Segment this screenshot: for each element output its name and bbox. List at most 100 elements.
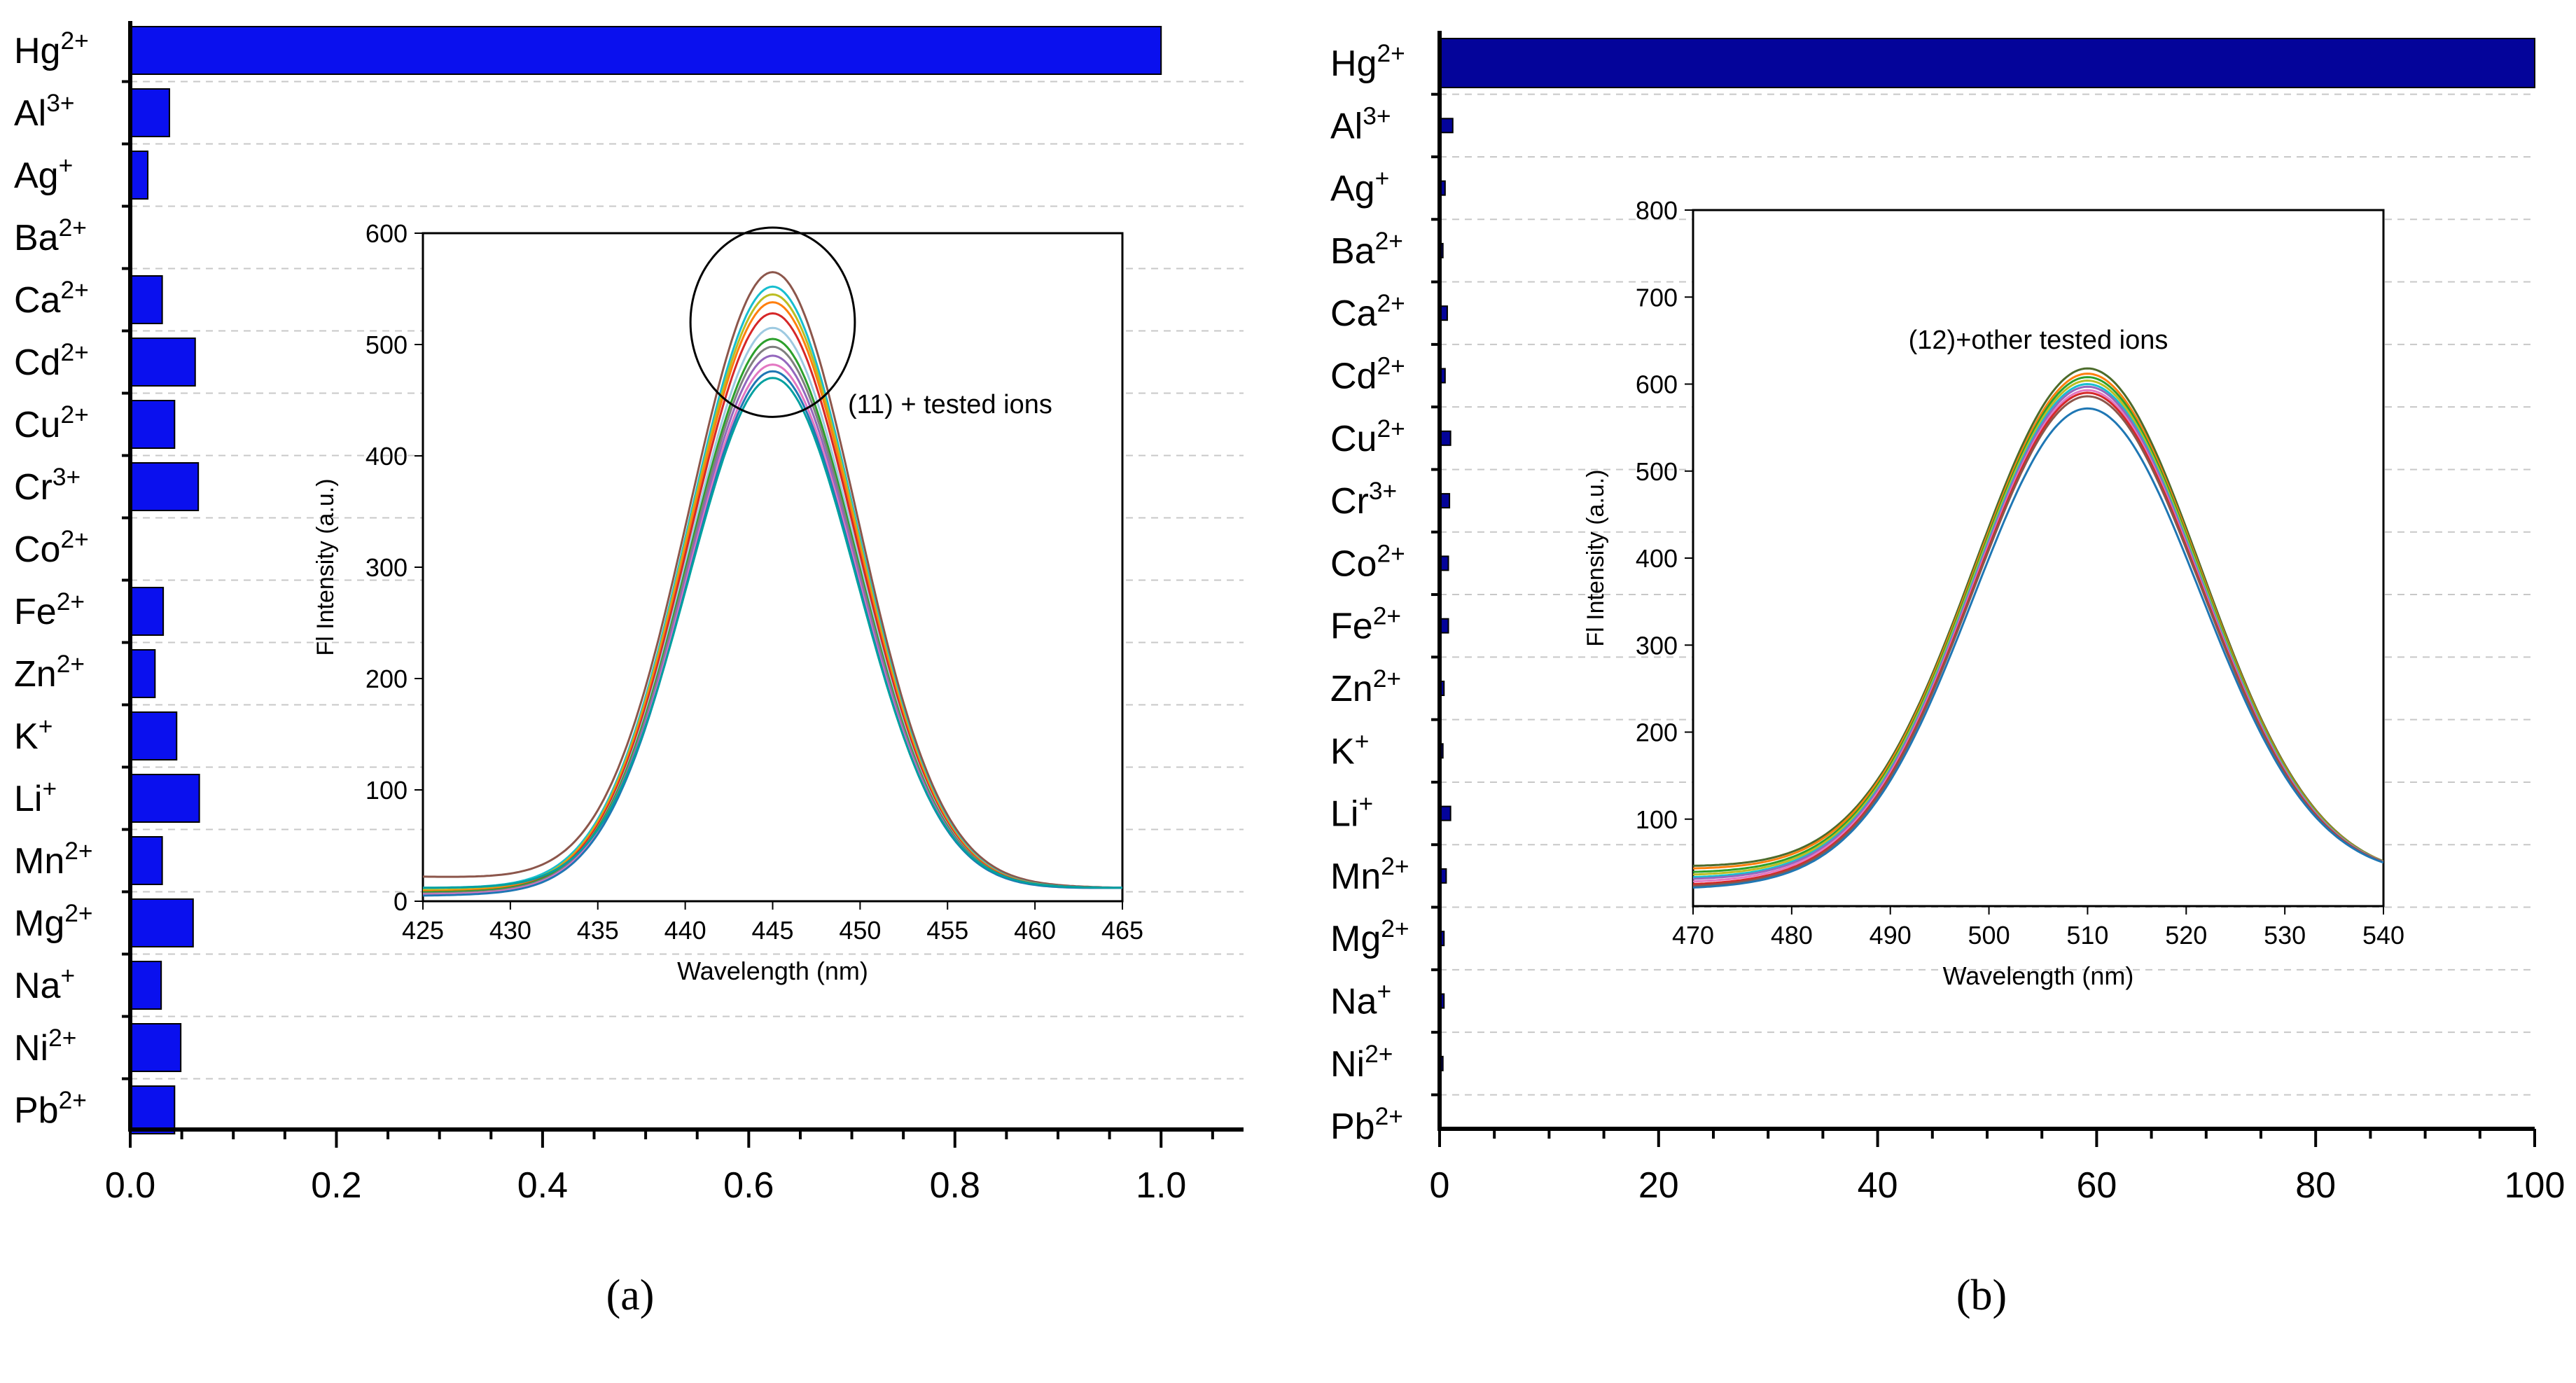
inset-x-tick-label: 455 <box>926 916 968 945</box>
category-label: Ag+ <box>14 152 73 196</box>
category-label: Cr3+ <box>14 464 81 508</box>
category-label: Mn2+ <box>14 838 93 882</box>
inset-y-tick-label: 100 <box>365 776 408 805</box>
category-label: Fe2+ <box>14 588 85 632</box>
x-tick-label: 60 <box>2076 1165 2117 1206</box>
inset-x-tick-label: 500 <box>1968 921 2010 950</box>
category-label: Cu2+ <box>14 401 89 445</box>
bar-cr <box>130 462 200 511</box>
inset-x-tick-label: 510 <box>2066 921 2108 950</box>
inset-annotation: (12)+other tested ions <box>1909 326 2168 355</box>
category-label: Cu2+ <box>1330 415 1405 459</box>
inset-x-tick-label: 530 <box>2264 921 2306 950</box>
inset-x-tick-label: 460 <box>1014 916 1056 945</box>
inset-x-axis-title: Wavelength (nm) <box>1943 961 2134 990</box>
bar-mn <box>130 836 163 885</box>
inset-y-axis-title: Fl Intensity (a.u.) <box>312 478 339 655</box>
spectrum-line-11 <box>423 370 1122 897</box>
inset-y-tick-label: 100 <box>1636 805 1678 834</box>
spectrum-line-9 <box>1693 395 2383 887</box>
category-label: Ni2+ <box>14 1024 76 1069</box>
inset-annotation: (11) + tested ions <box>848 390 1052 419</box>
inset-x-tick-label: 540 <box>2362 921 2404 950</box>
inset-x-tick-label: 440 <box>664 916 706 945</box>
category-label: Ca2+ <box>14 277 89 321</box>
inset-y-tick-label: 600 <box>1636 370 1678 399</box>
spectrum-line-1 <box>423 271 1122 889</box>
highlight-ellipse <box>689 226 856 418</box>
inset-x-tick-label: 430 <box>489 916 531 945</box>
x-tick-label: 100 <box>2505 1165 2565 1206</box>
inset-x-tick-label: 520 <box>2165 921 2207 950</box>
inset-y-tick-label: 300 <box>365 553 408 582</box>
category-label: Ca2+ <box>1330 290 1405 334</box>
inset-x-axis-title: Wavelength (nm) <box>677 957 868 985</box>
bar-cd <box>130 338 196 387</box>
category-label: Cd2+ <box>1330 353 1405 397</box>
category-label: Cd2+ <box>14 339 89 383</box>
bar-fe <box>130 587 165 636</box>
panel-label-b: (b) <box>1956 1272 2007 1319</box>
inset-chart-a: 425 430 435 440 445 450 455 460 465 0 100 200 300 400… <box>312 219 1143 985</box>
category-label: Co2+ <box>14 526 89 570</box>
bar-ni <box>130 1023 182 1072</box>
x-tick-label: 0.6 <box>723 1165 774 1206</box>
x-tick-label: 40 <box>1858 1165 1898 1206</box>
category-label: Ba2+ <box>14 214 87 258</box>
inset-chart-b: 470 480 490 500 510 520 530 540 100 200 300 400 500 6… <box>1582 196 2404 990</box>
x-tick-label: 0.8 <box>930 1165 980 1206</box>
inset-y-tick-label: 600 <box>365 219 408 248</box>
category-label: Fe2+ <box>1330 603 1401 647</box>
bar-mg <box>130 898 194 947</box>
bar-ca <box>130 275 163 324</box>
category-label: K+ <box>14 713 53 757</box>
panel-label-a: (a) <box>606 1272 655 1319</box>
x-tick-label: 1.0 <box>1136 1165 1186 1206</box>
category-label: Ba2+ <box>1330 228 1403 272</box>
inset-curves <box>1693 367 2383 889</box>
category-label: Al3+ <box>1330 102 1391 146</box>
bar-li <box>130 774 200 823</box>
inset-x-tick-label: 480 <box>1771 921 1813 950</box>
inset-y-tick-label: 800 <box>1636 196 1678 225</box>
inset-y-tick-label: 500 <box>365 331 408 359</box>
x-tick-label: 80 <box>2295 1165 2336 1206</box>
inset-y-tick-label: 0 <box>394 887 408 916</box>
category-label: Pb2+ <box>14 1087 87 1131</box>
inset-y-tick-label: 300 <box>1636 631 1678 660</box>
bar-k <box>130 711 178 760</box>
inset-x-tick-label: 490 <box>1870 921 1912 950</box>
category-label: Co2+ <box>1330 540 1405 584</box>
bar-zn <box>130 649 156 698</box>
inset-frame <box>1692 209 2385 908</box>
category-label: Li+ <box>1330 791 1373 835</box>
inset-x-tick-label: 445 <box>751 916 793 945</box>
bar-pb <box>130 1085 176 1134</box>
inset-x-tick-label: 470 <box>1672 921 1714 950</box>
category-label: Mn2+ <box>1330 853 1409 897</box>
category-label: Pb2+ <box>1330 1103 1403 1147</box>
spectrum-line-12 <box>423 377 1122 889</box>
bar-na <box>130 961 162 1010</box>
category-label: Mg2+ <box>14 900 93 944</box>
category-label: Hg2+ <box>1330 40 1405 84</box>
category-label: Cr3+ <box>1330 478 1397 522</box>
inset-curves <box>423 271 1122 897</box>
inset-x-tick-label: 435 <box>577 916 619 945</box>
x-tick-label: 20 <box>1638 1165 1679 1206</box>
bar-cu <box>130 400 176 449</box>
category-label: Na+ <box>14 962 75 1006</box>
category-label: K+ <box>1330 728 1369 772</box>
category-label: Mg2+ <box>1330 915 1409 959</box>
bar-chart-a: Hg2+ Al3+ Ag+ Ba2+ Ca2+ Cd2+ Cu2+ Cr3+ Co2+ Fe2+ Z… <box>14 21 1244 1206</box>
category-label: Ni2+ <box>1330 1041 1393 1085</box>
category-label: Zn2+ <box>1330 665 1401 709</box>
bar-al <box>130 88 170 137</box>
inset-frame <box>422 232 1124 903</box>
spectrum-line-10 <box>1693 407 2383 889</box>
inset-x-tick-label: 450 <box>839 916 881 945</box>
inset-y-tick-label: 400 <box>1636 544 1678 573</box>
category-label: Zn2+ <box>14 651 85 695</box>
